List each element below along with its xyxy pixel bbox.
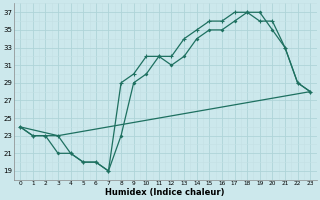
X-axis label: Humidex (Indice chaleur): Humidex (Indice chaleur) — [106, 188, 225, 197]
